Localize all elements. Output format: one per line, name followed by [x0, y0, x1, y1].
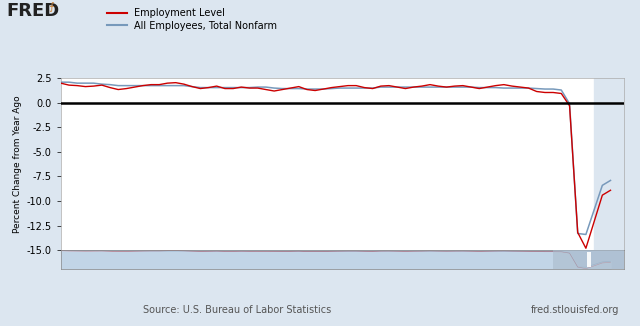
Text: Source: U.S. Bureau of Labor Statistics: Source: U.S. Bureau of Labor Statistics [143, 305, 331, 315]
Bar [553, 250, 624, 269]
Bar [587, 252, 591, 267]
Bar [594, 78, 624, 250]
Y-axis label: Percent Change from Year Ago: Percent Change from Year Ago [13, 96, 22, 233]
Text: ⨍: ⨍ [48, 2, 54, 12]
Text: fred.stlouisfed.org: fred.stlouisfed.org [531, 305, 620, 315]
Legend: Employment Level, All Employees, Total Nonfarm: Employment Level, All Employees, Total N… [108, 8, 278, 31]
Text: FRED: FRED [6, 2, 60, 20]
